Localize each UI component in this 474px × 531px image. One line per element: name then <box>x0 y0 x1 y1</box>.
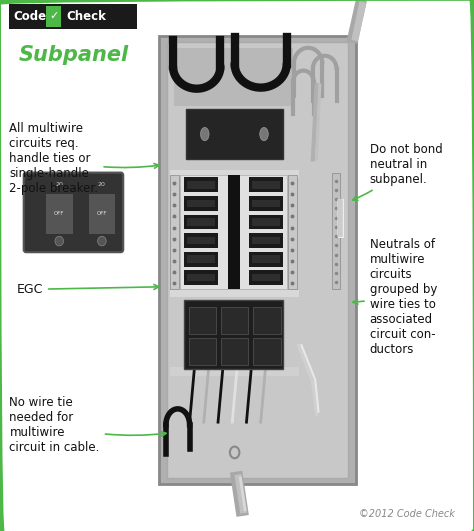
Bar <box>184 233 218 248</box>
Bar <box>187 274 215 281</box>
Bar <box>170 367 299 376</box>
Text: Code: Code <box>13 10 46 23</box>
Bar <box>221 307 248 334</box>
Bar <box>252 181 280 189</box>
Bar <box>187 200 215 207</box>
Bar <box>252 274 280 281</box>
Bar <box>46 6 61 27</box>
Bar <box>184 196 218 211</box>
Text: Do not bond
neutral in
subpanel.: Do not bond neutral in subpanel. <box>353 143 442 200</box>
Text: OFF: OFF <box>54 211 64 216</box>
Bar <box>252 200 280 207</box>
Bar <box>187 218 215 226</box>
Bar <box>253 338 281 365</box>
Bar <box>249 177 283 192</box>
Bar <box>221 338 248 365</box>
Text: OFF: OFF <box>97 211 107 216</box>
Bar <box>159 36 356 484</box>
Text: ©2012 Code Check: ©2012 Code Check <box>359 509 455 519</box>
Text: EGC: EGC <box>17 283 159 296</box>
Text: 20: 20 <box>55 182 63 186</box>
Bar <box>252 218 280 226</box>
Bar <box>252 237 280 244</box>
Bar <box>174 48 293 106</box>
Bar <box>252 255 280 263</box>
Bar <box>249 215 283 229</box>
Bar <box>249 233 283 248</box>
Bar <box>184 300 283 369</box>
Bar <box>180 175 287 289</box>
Text: 20: 20 <box>98 182 106 186</box>
Ellipse shape <box>260 127 268 141</box>
Bar <box>170 170 299 178</box>
Bar <box>187 181 215 189</box>
Bar <box>184 215 218 229</box>
Text: ✓: ✓ <box>49 12 58 21</box>
Bar <box>170 290 299 297</box>
Bar <box>189 338 216 365</box>
Bar <box>253 307 281 334</box>
Bar <box>249 252 283 267</box>
Bar <box>167 42 348 478</box>
Bar <box>9 4 137 29</box>
Bar <box>187 255 215 263</box>
Bar <box>228 175 239 289</box>
Bar <box>186 109 283 159</box>
Text: Neutrals of
multiwire
circuits
grouped by
wire ties to
associated
circuit con-
d: Neutrals of multiwire circuits grouped b… <box>353 238 437 356</box>
FancyBboxPatch shape <box>24 173 123 252</box>
Text: Subpanel: Subpanel <box>19 45 129 65</box>
Bar <box>288 175 297 289</box>
Text: Check: Check <box>66 10 106 23</box>
Bar <box>249 196 283 211</box>
Text: All multiwire
circuits req.
handle ties or
single-handle
2-pole breaker.: All multiwire circuits req. handle ties … <box>9 122 159 195</box>
Ellipse shape <box>201 127 209 141</box>
Bar <box>89 194 115 234</box>
Bar <box>184 270 218 285</box>
Bar <box>170 175 179 289</box>
Bar <box>249 270 283 285</box>
Bar <box>189 307 216 334</box>
Ellipse shape <box>98 236 106 246</box>
Ellipse shape <box>55 236 64 246</box>
Bar <box>184 252 218 267</box>
Bar <box>184 177 218 192</box>
Bar <box>187 237 215 244</box>
Bar <box>332 173 340 289</box>
Text: No wire tie
needed for
multiwire
circuit in cable.: No wire tie needed for multiwire circuit… <box>9 396 166 454</box>
Bar <box>46 194 73 234</box>
